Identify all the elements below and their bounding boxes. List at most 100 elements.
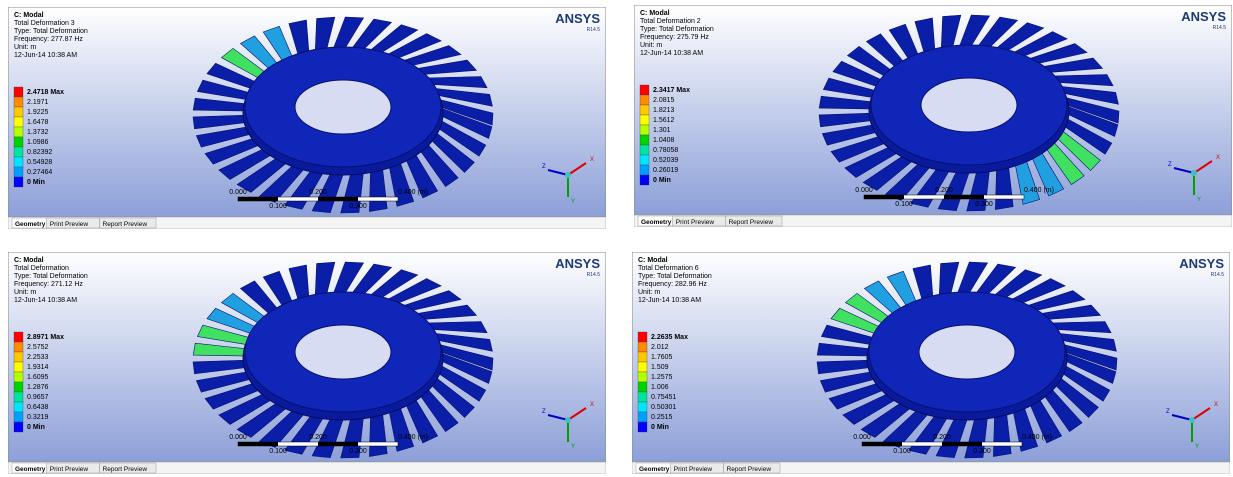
legend-label: 2.2533 [27, 354, 49, 361]
scale-label: 0.000 [229, 434, 247, 441]
viewport: C: ModalTotal Deformation 6Type: Total D… [632, 252, 1230, 474]
legend-swatch [638, 352, 647, 362]
legend-label: 0.54928 [27, 159, 52, 166]
header-line: 12-Jun-14 10:38 AM [14, 297, 77, 304]
scale-label: 0.300 [349, 203, 367, 210]
triad-origin [1191, 170, 1197, 176]
legend-swatch [14, 352, 23, 362]
triad-origin [565, 417, 571, 423]
legend-label: 1.509 [651, 364, 669, 371]
tab-label: Print Preview [50, 466, 89, 473]
header-line: Total Deformation [14, 265, 69, 272]
version: R14.5 [587, 272, 601, 278]
tab-label: Report Preview [103, 221, 148, 228]
legend-label: 1.301 [653, 127, 671, 134]
tab-label: Geometry [641, 219, 672, 226]
legend-label: 2.5752 [27, 344, 49, 351]
legend-label: 2.8971 Max [27, 334, 64, 341]
legend-swatch [14, 362, 23, 372]
legend-label: 1.006 [651, 384, 669, 391]
legend-label: 0.2515 [651, 414, 673, 421]
tab-label: Report Preview [729, 219, 774, 226]
legend-swatch [14, 117, 23, 127]
legend-label: 0.75451 [651, 394, 676, 401]
legend-swatch [638, 362, 647, 372]
legend-swatch [640, 105, 649, 115]
axis-label: Z [542, 409, 546, 415]
legend-swatch [14, 167, 23, 177]
legend-swatch [14, 422, 23, 432]
legend-swatch [14, 107, 23, 117]
header-line: Unit: m [638, 289, 660, 296]
header-line: Frequency: 282.96 Hz [638, 281, 707, 288]
scale-label: 0.200 [935, 187, 953, 194]
legend-swatch [638, 412, 647, 422]
legend-swatch [640, 175, 649, 185]
legend-swatch [14, 87, 23, 97]
legend-swatch [638, 372, 647, 382]
header-line: Total Deformation 3 [14, 20, 75, 27]
axis-label: Z [1166, 409, 1170, 415]
legend-label: 1.3732 [27, 129, 49, 136]
legend-label: 1.5612 [653, 117, 675, 124]
legend-swatch [14, 127, 23, 137]
legend-swatch [640, 155, 649, 165]
legend-swatch [14, 157, 23, 167]
legend-label: 0 Min [653, 177, 671, 184]
legend-label: 1.6478 [27, 119, 49, 126]
header-line: Type: Total Deformation [638, 273, 712, 280]
scale-label: 0.000 [853, 434, 871, 441]
legend-swatch [640, 165, 649, 175]
legend-label: 2.3417 Max [653, 87, 690, 94]
scale-label: 0.300 [975, 201, 993, 208]
legend-label: 1.9225 [27, 109, 49, 116]
legend-label: 2.0815 [653, 97, 675, 104]
bore [295, 325, 391, 379]
header-line: C: Modal [14, 12, 44, 19]
legend-label: 2.1971 [27, 99, 49, 106]
scale-bar [318, 442, 358, 446]
tab-label: Geometry [15, 466, 46, 473]
version: R14.5 [587, 27, 601, 33]
tab-label: Report Preview [103, 466, 148, 473]
scale-bar [862, 442, 902, 446]
scale-bar [238, 197, 278, 201]
tab-label: Print Preview [676, 219, 715, 226]
header-line: Total Deformation 6 [638, 265, 699, 272]
legend-label: 2.2635 Max [651, 334, 688, 341]
legend-swatch [14, 412, 23, 422]
legend-swatch [14, 177, 23, 187]
legend-label: 0.3219 [27, 414, 49, 421]
legend-swatch [14, 402, 23, 412]
legend-label: 2.4718 Max [27, 89, 64, 96]
bore [295, 80, 391, 134]
legend-swatch [640, 115, 649, 125]
legend-label: 0.82392 [27, 149, 52, 156]
scale-label: 0.200 [933, 434, 951, 441]
scale-bar [318, 197, 358, 201]
scale-label: 0.000 [229, 189, 247, 196]
brand: ANSYS [555, 11, 600, 26]
axis-label: X [590, 402, 594, 408]
legend-swatch [638, 342, 647, 352]
legend-label: 0.9657 [27, 394, 49, 401]
scale-label: 0.200 [309, 189, 327, 196]
header-line: 12-Jun-14 10:38 AM [638, 297, 701, 304]
scale-label: 0.400 (m) [398, 434, 428, 441]
legend-swatch [640, 95, 649, 105]
scale-label: 0.400 (m) [1024, 187, 1054, 194]
legend-swatch [14, 382, 23, 392]
scale-bar [238, 442, 278, 446]
header-line: Unit: m [14, 44, 36, 51]
legend-swatch [14, 147, 23, 157]
legend-swatch [14, 342, 23, 352]
axis-label: X [590, 157, 594, 163]
header-line: C: Modal [14, 257, 44, 264]
legend-label: 0.26019 [653, 167, 678, 174]
render: C: ModalTotal DeformationType: Total Def… [8, 252, 606, 474]
legend-label: 2.012 [651, 344, 669, 351]
bore [921, 78, 1017, 132]
header-line: Type: Total Deformation [14, 28, 88, 35]
